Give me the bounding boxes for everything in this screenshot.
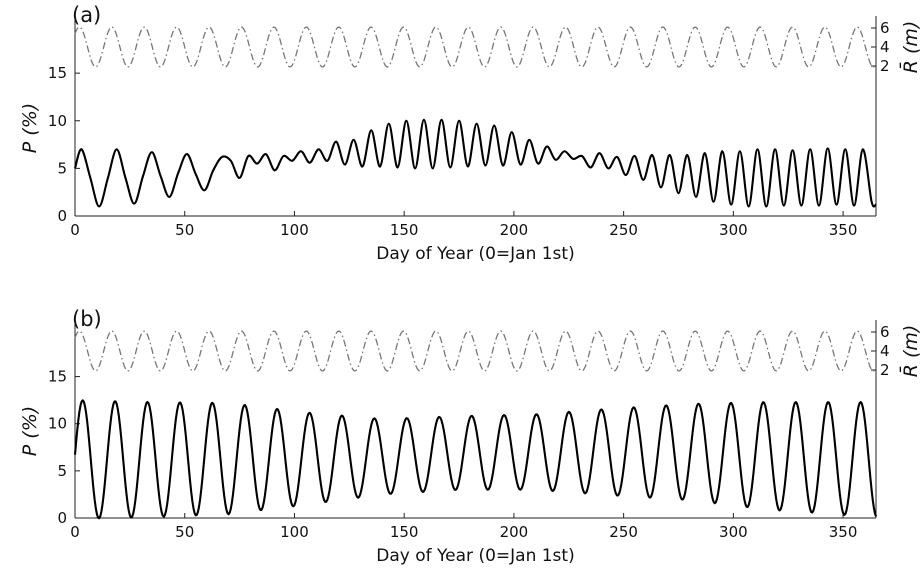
y2-axis-label: R̄ (m) (898, 325, 922, 378)
x-tick-label: 50 (175, 221, 194, 239)
x-tick-label: 200 (500, 523, 529, 541)
y-tick-label: 10 (48, 415, 67, 433)
x-tick-label: 150 (390, 221, 419, 239)
panel-b: 0 50 100 150 200 250 300 350 0 5 10 15 246 Day of Yea… (19, 307, 922, 566)
y-tick-label: 15 (48, 368, 67, 386)
x-tick-label: 150 (390, 523, 419, 541)
series-p-line (73, 118, 878, 208)
x-tick-label: 50 (175, 523, 194, 541)
x-axis-label: Day of Year (0=Jan 1st) (376, 244, 574, 264)
y2-axis-label: R̄ (m) (898, 21, 922, 74)
y-tick-label: 5 (57, 462, 67, 480)
series-r-mean-line (74, 330, 877, 372)
x-tick-label: 0 (70, 221, 80, 239)
series-p-line (73, 399, 877, 520)
x-tick-label: 100 (280, 221, 309, 239)
x-tick-label: 0 (70, 523, 80, 541)
y-tick-label: 15 (48, 64, 67, 82)
panel-a: 0 50 100 150 200 250 300 350 0 5 10 15 246 Day of Yea… (19, 3, 922, 264)
x-tick-label: 300 (719, 523, 748, 541)
y-tick-label: 5 (57, 159, 67, 177)
x-tick-label: 100 (280, 523, 309, 541)
y2-tick-label: 4 (880, 38, 890, 56)
x-tick-label: 250 (609, 221, 638, 239)
x-axis-label: Day of Year (0=Jan 1st) (376, 546, 574, 566)
y2-tick-label: 2 (880, 57, 890, 75)
y-axis-label: P (%) (19, 406, 41, 456)
y2-tick-label: 4 (880, 342, 890, 360)
y2-tick-label: 6 (880, 323, 890, 341)
series-r-mean-line (74, 26, 877, 68)
x-tick-label: 250 (609, 523, 638, 541)
x-tick-label: 350 (829, 221, 858, 239)
x-tick-label: 350 (829, 523, 858, 541)
x-tick-label: 300 (719, 221, 748, 239)
y2-tick-label: 2 (880, 361, 890, 379)
y-tick-label: 0 (57, 207, 67, 225)
y-tick-label: 0 (57, 509, 67, 527)
y2-tick-label: 6 (880, 19, 890, 37)
panel-label: (b) (72, 307, 102, 331)
panel-label: (a) (72, 3, 101, 27)
x-tick-label: 200 (500, 221, 529, 239)
y-tick-label: 10 (48, 112, 67, 130)
y-axis-label: P (%) (19, 103, 41, 153)
